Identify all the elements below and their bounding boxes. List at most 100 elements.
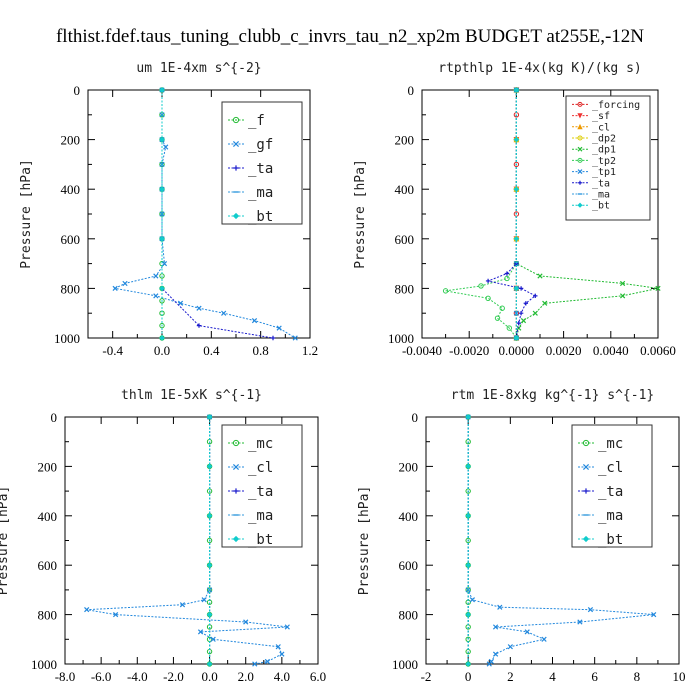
x-tick-label: 0.0000 <box>499 343 535 358</box>
data-point <box>275 644 281 650</box>
legend-label: _ta <box>592 178 610 189</box>
y-tick-label: 200 <box>38 459 58 474</box>
data-point <box>485 295 491 302</box>
legend-marker <box>232 116 240 124</box>
legend-marker <box>577 123 583 130</box>
y-tick-label: 200 <box>399 459 419 474</box>
x-tick-label: -4.0 <box>127 669 148 684</box>
series-line <box>467 417 654 665</box>
legend-label: _cl <box>248 460 273 476</box>
data-point <box>122 280 128 287</box>
y-tick-label: 800 <box>61 281 81 296</box>
data-point <box>469 597 476 603</box>
legend-label: _bt <box>598 532 623 548</box>
data-point <box>159 236 165 242</box>
legend-label: _bt <box>592 201 610 212</box>
data-point <box>516 320 521 326</box>
data-point <box>206 414 213 420</box>
x-tick-label: 6.0 <box>310 669 326 684</box>
x-tick-label: -0.0020 <box>449 343 489 358</box>
data-point <box>243 619 249 625</box>
data-point <box>465 537 471 544</box>
x-tick-label: -2 <box>421 669 432 684</box>
data-point <box>541 636 547 642</box>
data-point <box>292 335 298 341</box>
data-point <box>504 271 510 276</box>
legend-label: _tp1 <box>592 167 616 178</box>
data-point <box>206 611 213 618</box>
data-point <box>159 335 165 341</box>
y-tick-label: 400 <box>399 509 419 524</box>
y-tick-label: 0 <box>74 83 81 98</box>
legend-label: _tp2 <box>592 156 616 167</box>
data-point <box>513 87 520 93</box>
series-line <box>486 90 537 339</box>
data-point <box>196 305 202 311</box>
legend-label: _mc <box>248 436 273 452</box>
data-point <box>153 293 159 299</box>
panel-1: um 1E-4xm s^{-2} Pressure [hPa] -0.4 0.0 0.4… <box>19 61 318 358</box>
legend-marker <box>578 180 582 185</box>
data-point <box>177 300 184 306</box>
x-tick-label: 0 <box>465 669 472 684</box>
legend-marker <box>582 439 590 447</box>
data-point <box>153 273 159 279</box>
y-axis-label: Pressure [hPa] <box>0 486 11 596</box>
x-tick-label: -2.0 <box>163 669 184 684</box>
data-point <box>210 636 216 642</box>
legend-marker <box>582 535 590 543</box>
data-point <box>270 335 276 341</box>
y-tick-label: 1000 <box>54 331 80 346</box>
data-point <box>465 414 471 420</box>
data-point <box>499 305 505 311</box>
data-point <box>494 315 501 321</box>
data-point <box>518 311 524 316</box>
legend-label: _cl <box>598 460 623 476</box>
series-line <box>445 90 517 339</box>
data-point <box>197 629 204 635</box>
legend: _mc _cl _ta _ma _bt <box>221 424 303 548</box>
legend-label: _gf <box>248 137 273 153</box>
data-point <box>532 310 538 316</box>
data-point <box>206 562 213 568</box>
legend-marker <box>232 463 240 471</box>
legend-marker <box>577 202 583 208</box>
x-tick-label: -0.0040 <box>402 343 442 358</box>
y-axis-label: Pressure [hPa] <box>19 159 34 269</box>
panel-title: rtpthlp 1E-4x(kg K)/(kg s) <box>438 61 642 76</box>
y-tick-label: 0 <box>51 410 58 425</box>
data-point <box>179 602 186 608</box>
data-point <box>513 186 520 192</box>
data-point <box>206 463 213 470</box>
legend-marker <box>583 488 589 494</box>
x-tick-label: 2.0 <box>238 669 254 684</box>
y-tick-label: 400 <box>395 182 415 197</box>
data-point <box>161 260 168 267</box>
data-point <box>513 335 520 341</box>
x-tick-label: 8 <box>634 669 641 684</box>
y-tick-label: 0 <box>408 83 415 98</box>
data-point <box>112 285 118 292</box>
x-tick-label: 4.0 <box>274 669 290 684</box>
data-point <box>478 283 484 289</box>
legend-label: _ma <box>248 185 273 201</box>
data-point <box>486 661 492 667</box>
legend: _mc _cl _ta _ma _bt <box>571 424 653 548</box>
legend-label: _cl <box>592 122 610 133</box>
panel-title: rtm 1E-8xkg kg^{-1} s^{-1} <box>451 388 655 403</box>
data-point <box>159 285 165 292</box>
series-tp2 <box>442 87 520 341</box>
y-tick-label: 0 <box>412 410 419 425</box>
data-point <box>284 624 290 630</box>
y-tick-label: 600 <box>399 558 419 573</box>
legend-label: _ma <box>598 508 623 524</box>
legend-marker <box>577 135 583 141</box>
y-tick-label: 1000 <box>31 657 57 672</box>
legend-marker <box>577 146 583 152</box>
data-point <box>537 273 543 279</box>
data-point <box>619 280 626 287</box>
x-tick-label: 0.0060 <box>640 343 676 358</box>
data-point <box>159 87 165 93</box>
x-tick-label: -8.0 <box>55 669 76 684</box>
